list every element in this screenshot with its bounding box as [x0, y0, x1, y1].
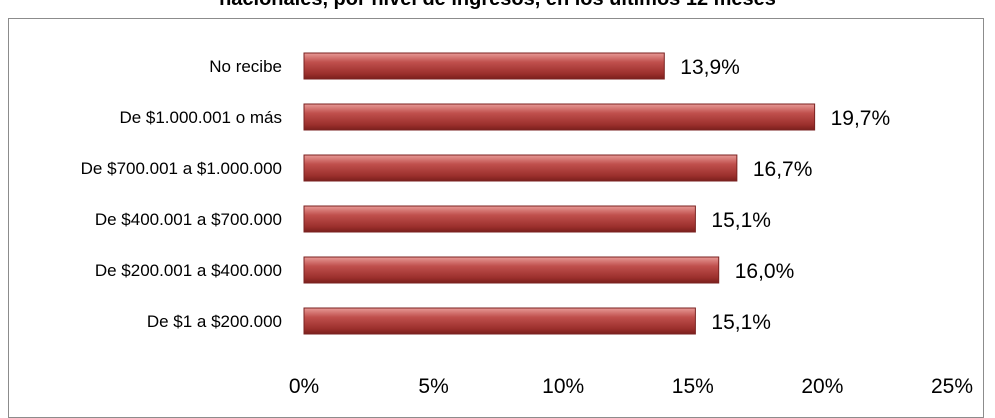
- category-label: De $400.001 a $700.000: [95, 210, 282, 229]
- category-label: No recibe: [209, 57, 282, 76]
- chart-title: nacionales, por nivel de ingresos, en lo…: [0, 0, 995, 11]
- x-tick-label: 20%: [801, 375, 843, 398]
- bar: [303, 307, 696, 335]
- data-label: 16,0%: [735, 260, 795, 283]
- data-label: 19,7%: [831, 107, 891, 130]
- category-label: De $1.000.001 o más: [119, 108, 282, 127]
- data-label: 16,7%: [753, 158, 813, 181]
- x-tick-label: 10%: [542, 375, 584, 398]
- category-label: De $1 a $200.000: [147, 312, 282, 331]
- category-label: De $200.001 a $400.000: [95, 261, 282, 280]
- bar: [303, 103, 816, 131]
- bar: [303, 205, 696, 233]
- x-tick-label: 5%: [418, 375, 448, 398]
- x-tick-label: 15%: [672, 375, 714, 398]
- category-label: De $700.001 a $1.000.000: [81, 159, 282, 178]
- x-tick-label: 25%: [931, 375, 973, 398]
- bar: [303, 52, 665, 80]
- data-label: 13,9%: [680, 56, 740, 79]
- data-label: 15,1%: [711, 209, 771, 232]
- x-tick-label: 0%: [289, 375, 319, 398]
- bar: [303, 256, 720, 284]
- data-label: 15,1%: [711, 311, 771, 334]
- bar: [303, 154, 738, 182]
